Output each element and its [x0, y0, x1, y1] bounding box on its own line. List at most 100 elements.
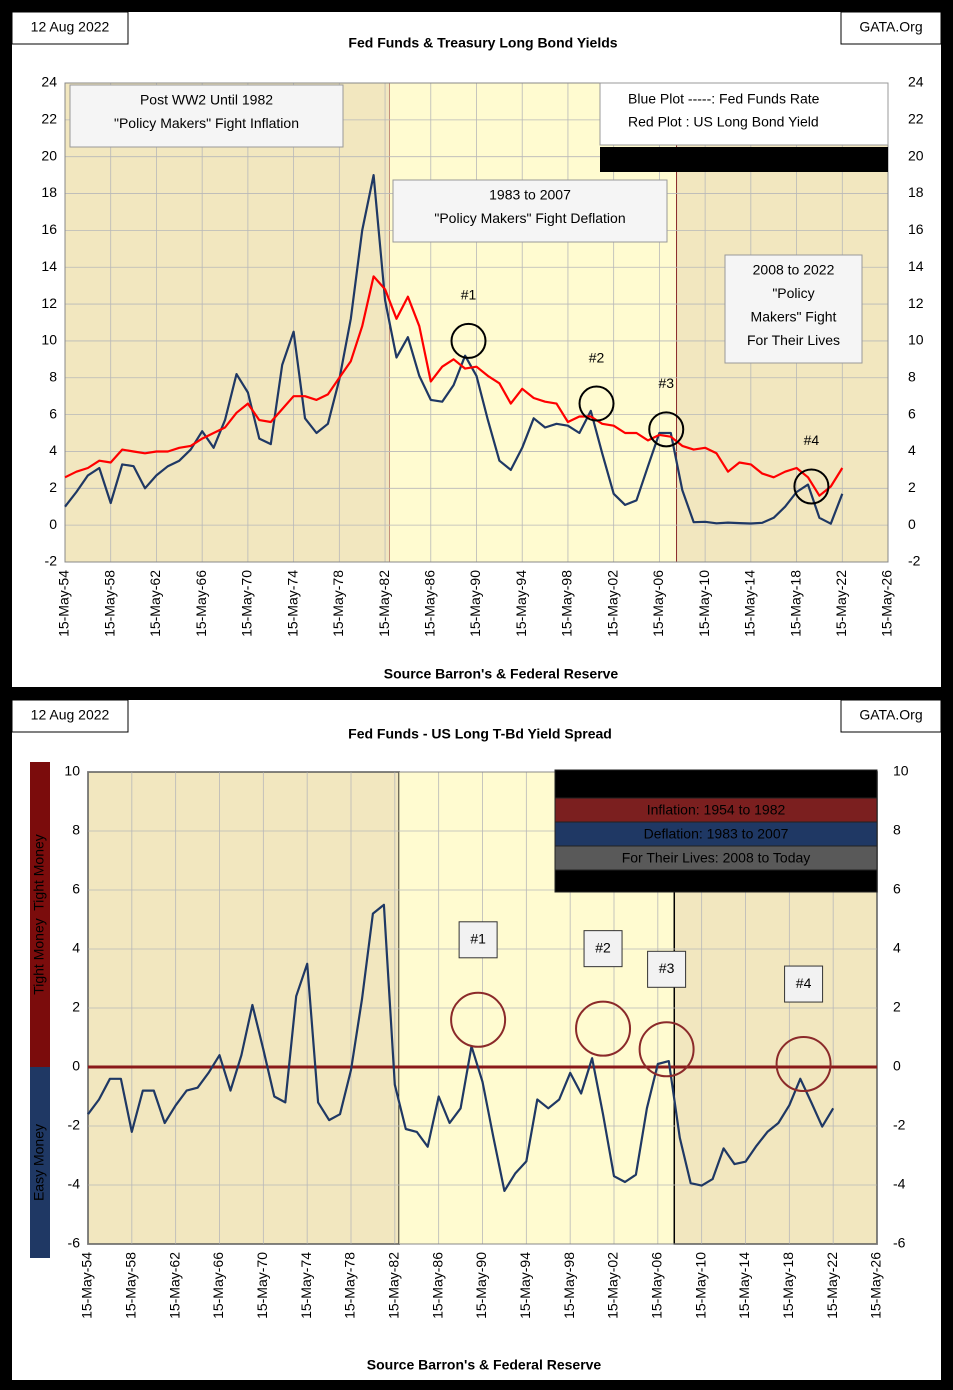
- x-tick-label: 15-May-06: [649, 1252, 665, 1319]
- y-tick-label: 0: [49, 516, 57, 532]
- x-tick-label: 15-May-86: [421, 570, 437, 637]
- marker-circle: [450, 991, 507, 1048]
- x-tick-label: 15-May-06: [650, 570, 666, 637]
- marker-label: #2: [589, 349, 605, 365]
- y-tick-label: -4: [68, 1176, 81, 1192]
- date-box: [11, 699, 129, 733]
- marker-circle: [578, 385, 615, 422]
- legend-text: For Their Lives: 2008 to Today: [622, 850, 811, 866]
- side-band: [30, 1067, 50, 1258]
- y-tick-label: 20: [41, 147, 57, 163]
- source: Source Barron's & Federal Reserve: [384, 666, 619, 682]
- annotation-box: [724, 254, 863, 364]
- y-tick-label-right: 4: [893, 940, 901, 956]
- y-tick-label: -2: [68, 1117, 81, 1133]
- x-tick-label: 15-May-54: [79, 1252, 95, 1319]
- credit-bg: [600, 147, 888, 172]
- annotation-box: [69, 84, 344, 148]
- legend-text: Red Plot : US Long Bond Yield: [628, 114, 819, 130]
- annotation-text: "Policy: [772, 285, 814, 301]
- marker-label: #2: [595, 939, 611, 955]
- side-band: [30, 762, 50, 1067]
- annotation-text: 1983 to 2007: [489, 187, 571, 203]
- y-tick-label-right: -2: [908, 553, 921, 569]
- annotation-text: "Policy Makers" Fight Deflation: [434, 210, 625, 226]
- y-tick-label: 4: [72, 940, 80, 956]
- y-tick-label-right: -2: [893, 1117, 906, 1133]
- chart-title: Fed Funds & Treasury Long Bond Yields: [348, 35, 617, 51]
- legend-text: Blue Plot -----: Fed Funds Rate: [628, 91, 820, 107]
- site-box: [840, 11, 942, 45]
- y-tick-label-right: 2: [908, 479, 916, 495]
- x-tick-label: 15-May-14: [736, 1252, 752, 1319]
- marker-circle: [775, 1036, 832, 1093]
- y-tick-label-right: 10: [893, 763, 909, 779]
- line-series: [64, 275, 844, 497]
- y-tick-label: 10: [41, 332, 57, 348]
- y-tick-label-right: -6: [893, 1235, 906, 1251]
- y-tick-label: -6: [68, 1235, 81, 1251]
- marker-circle: [575, 1000, 632, 1057]
- marker-label: #1: [470, 931, 486, 947]
- side-label: Tight Money Tight Money: [31, 834, 47, 995]
- date-box: [11, 11, 129, 45]
- y-tick-label: 24: [41, 74, 57, 90]
- legend-box: [599, 82, 889, 146]
- annotation-text: For Their Lives: [747, 332, 840, 348]
- y-tick-label-right: 12: [908, 295, 924, 311]
- x-tick-label: 15-May-62: [147, 570, 163, 637]
- x-tick-label: 15-May-02: [605, 1252, 621, 1319]
- x-tick-label: 15-May-78: [342, 1252, 358, 1319]
- y-tick-label-right: -4: [893, 1176, 906, 1192]
- x-tick-label: 15-May-74: [298, 1252, 314, 1319]
- x-tick-label: 15-May-62: [166, 1252, 182, 1319]
- plot-frame: [87, 771, 878, 1245]
- marker-circle: [638, 1021, 695, 1078]
- marker-label: #3: [659, 960, 675, 976]
- site: GATA.Org: [859, 707, 922, 723]
- y-tick-label-right: 18: [908, 184, 924, 200]
- x-tick-label: 15-May-98: [561, 1252, 577, 1319]
- y-tick-label: 4: [49, 442, 57, 458]
- y-tick-label: 16: [41, 221, 57, 237]
- y-tick-label-right: 8: [908, 368, 916, 384]
- y-tick-label: 6: [49, 405, 57, 421]
- date: 12 Aug 2022: [31, 19, 110, 35]
- side-label: Easy Money: [31, 1124, 47, 1201]
- legend-text: Inflation: 1954 to 1982: [647, 802, 786, 818]
- annotation-text: "Policy Makers" Fight Inflation: [114, 115, 299, 131]
- y-tick-label-right: 6: [893, 881, 901, 897]
- x-tick-label: 15-May-82: [386, 1252, 402, 1319]
- y-tick-label-right: 10: [908, 332, 924, 348]
- marker-box: [458, 921, 498, 959]
- y-tick-label: 14: [41, 258, 57, 274]
- x-tick-label: 15-May-90: [473, 1252, 489, 1319]
- x-tick-label: 15-May-58: [101, 570, 117, 637]
- x-tick-label: 15-May-70: [239, 570, 255, 637]
- x-tick-label: 15-May-58: [123, 1252, 139, 1319]
- y-tick-label: 2: [49, 479, 57, 495]
- x-tick-label: 15-May-98: [559, 570, 575, 637]
- x-tick-label: 15-May-10: [696, 570, 712, 637]
- y-tick-label-right: 8: [893, 822, 901, 838]
- x-tick-label: 15-May-66: [193, 570, 209, 637]
- x-tick-label: 15-May-18: [780, 1252, 796, 1319]
- y-tick-label-right: 14: [908, 258, 924, 274]
- annotation-text: Makers" Fight: [751, 309, 837, 325]
- y-tick-label-right: 16: [908, 221, 924, 237]
- annotation-box: [392, 179, 668, 243]
- x-tick-label: 15-May-22: [833, 570, 849, 637]
- x-tick-label: 15-May-74: [284, 570, 300, 637]
- marker-circle: [450, 322, 487, 359]
- x-tick-label: 15-May-18: [787, 570, 803, 637]
- y-tick-label-right: 22: [908, 111, 924, 127]
- y-tick-label: 10: [64, 763, 80, 779]
- x-tick-label: 15-May-14: [742, 570, 758, 637]
- x-tick-label: 15-May-90: [467, 570, 483, 637]
- x-tick-label: 15-May-82: [376, 570, 392, 637]
- x-tick-label: 15-May-94: [513, 570, 529, 637]
- x-tick-label: 15-May-86: [429, 1252, 445, 1319]
- x-tick-label: 15-May-54: [56, 570, 72, 637]
- marker-box: [583, 930, 623, 968]
